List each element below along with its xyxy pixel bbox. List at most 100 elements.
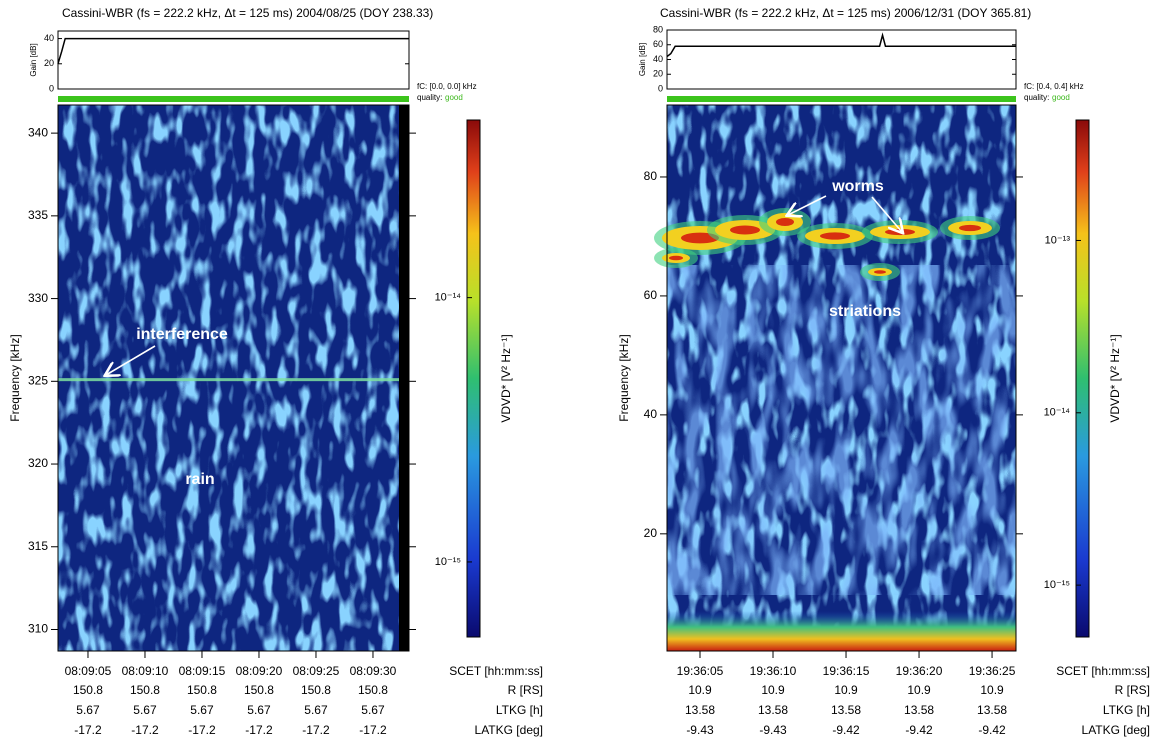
gain-tick-label: 20 <box>44 58 54 68</box>
worm-core <box>730 225 760 235</box>
ephemeris-value: 150.8 <box>244 683 274 697</box>
y-tick-label: 40 <box>644 407 658 421</box>
annotation-arrow <box>871 196 902 232</box>
ephemeris-value: 150.8 <box>73 683 103 697</box>
x-tick-label: 08:09:20 <box>236 664 283 678</box>
plot-frame <box>57 104 410 652</box>
x-tick-label: 08:09:25 <box>293 664 340 678</box>
interference-line <box>58 378 409 382</box>
colorbar-tick-label: 10⁻¹⁵ <box>1044 579 1070 591</box>
ephemeris-value: -17.2 <box>74 723 102 737</box>
gain-tick-label: 40 <box>653 54 663 64</box>
ephemeris-value: 10.9 <box>688 683 712 697</box>
gain-line <box>57 37 409 64</box>
ephemeris-label: LTKG [h] <box>1103 703 1150 717</box>
spectrogram-texture <box>58 105 409 651</box>
striation-texture <box>667 265 1016 595</box>
ephemeris-value: -9.43 <box>686 723 714 737</box>
ephemeris-value: -17.2 <box>131 723 159 737</box>
gain-tick-label: 80 <box>653 24 663 34</box>
worm-core <box>959 224 981 232</box>
gain-tick-label: 0 <box>658 83 663 93</box>
ephemeris-value: -9.43 <box>759 723 787 737</box>
x-tick-label: 19:36:15 <box>823 664 870 678</box>
y-tick-label: 315 <box>28 539 48 553</box>
ephemeris-value: 13.58 <box>904 703 934 717</box>
y-tick-label: 80 <box>644 169 658 183</box>
quality-label: quality: <box>417 93 442 102</box>
x-tick-label: 08:09:30 <box>350 664 397 678</box>
ephemeris-value: -17.2 <box>188 723 216 737</box>
y-axis-label: Frequency [kHz] <box>8 334 22 421</box>
worm-core <box>776 217 794 227</box>
x-tick-label: 19:36:20 <box>896 664 943 678</box>
y-tick-label: 335 <box>28 208 48 222</box>
x-tick-label: 08:09:10 <box>122 664 169 678</box>
y-tick-label: 340 <box>28 125 48 139</box>
cutoff-frequency: fC: [0.0, 0.0] kHz <box>417 82 477 91</box>
colorbar <box>1075 119 1090 638</box>
ephemeris-label: R [RS] <box>508 683 543 697</box>
ephemeris-value: 5.67 <box>190 703 214 717</box>
colorbar-tick-label: 10⁻¹⁵ <box>435 556 461 568</box>
panel-title: Cassini-WBR (fs = 222.2 kHz, Δt = 125 ms… <box>660 6 1031 20</box>
y-tick-label: 20 <box>644 526 658 540</box>
x-axis-label: SCET [hh:mm:ss] <box>449 664 543 678</box>
gain-frame <box>666 29 1017 90</box>
colorbar-label: VDVD* [V² Hz⁻¹] <box>1108 334 1122 422</box>
x-tick-label: 08:09:15 <box>179 664 226 678</box>
ephemeris-value: 150.8 <box>187 683 217 697</box>
y-tick-label: 320 <box>28 456 48 470</box>
ephemeris-value: 13.58 <box>685 703 715 717</box>
x-tick-label: 19:36:05 <box>677 664 724 678</box>
annotation: striations <box>829 303 901 320</box>
gain-tick-label: 60 <box>653 39 663 49</box>
gain-axis-label: Gain [dB] <box>29 43 38 76</box>
gain-tick-label: 20 <box>653 69 663 79</box>
ephemeris-value: 5.67 <box>247 703 271 717</box>
colorbar-tick-label: 10⁻¹⁴ <box>435 292 462 304</box>
colorbar-tick-label: 10⁻¹³ <box>1045 234 1071 246</box>
ephemeris-label: LTKG [h] <box>496 703 543 717</box>
gain-tick-label: 40 <box>44 33 54 43</box>
quality-label: quality: <box>1024 93 1049 102</box>
ephemeris-label: R [RS] <box>1115 683 1150 697</box>
annotation-arrow <box>106 345 156 375</box>
y-tick-label: 310 <box>28 622 48 636</box>
gain-axis-label: Gain [dB] <box>638 43 647 76</box>
x-tick-label: 19:36:25 <box>969 664 1016 678</box>
data-gap <box>399 105 409 651</box>
colorbar-tick-label: 10⁻¹⁴ <box>1044 407 1071 419</box>
ephemeris-value: 13.58 <box>758 703 788 717</box>
ephemeris-value: 150.8 <box>301 683 331 697</box>
ephemeris-value: -17.2 <box>302 723 330 737</box>
ephemeris-value: 10.9 <box>907 683 931 697</box>
x-axis-label: SCET [hh:mm:ss] <box>1056 664 1150 678</box>
ephemeris-value: -17.2 <box>245 723 273 737</box>
y-tick-label: 330 <box>28 291 48 305</box>
cutoff-frequency: fC: [0.4, 0.4] kHz <box>1024 82 1084 91</box>
noise-floor <box>667 611 1016 651</box>
annotation: worms <box>831 178 884 195</box>
ephemeris-value: 150.8 <box>130 683 160 697</box>
ephemeris-value: 10.9 <box>761 683 785 697</box>
y-tick-label: 325 <box>28 373 48 387</box>
y-axis-label: Frequency [kHz] <box>617 334 631 421</box>
ephemeris-value: -9.42 <box>978 723 1006 737</box>
x-tick-label: 19:36:10 <box>750 664 797 678</box>
worm-core <box>874 270 886 274</box>
annotation-arrow <box>788 195 827 215</box>
panel-title: Cassini-WBR (fs = 222.2 kHz, Δt = 125 ms… <box>62 6 433 20</box>
quality-bar <box>58 96 409 102</box>
ephemeris-label: LATKG [deg] <box>475 723 543 737</box>
plot-frame <box>666 104 1017 652</box>
quality-value: good <box>1052 93 1070 102</box>
colorbar-label: VDVD* [V² Hz⁻¹] <box>499 334 513 422</box>
ephemeris-value: 5.67 <box>76 703 100 717</box>
ephemeris-value: -9.42 <box>832 723 860 737</box>
ephemeris-value: 13.58 <box>831 703 861 717</box>
ephemeris-value: 10.9 <box>980 683 1004 697</box>
ephemeris-value: 5.67 <box>133 703 157 717</box>
quality-bar <box>667 96 1016 102</box>
